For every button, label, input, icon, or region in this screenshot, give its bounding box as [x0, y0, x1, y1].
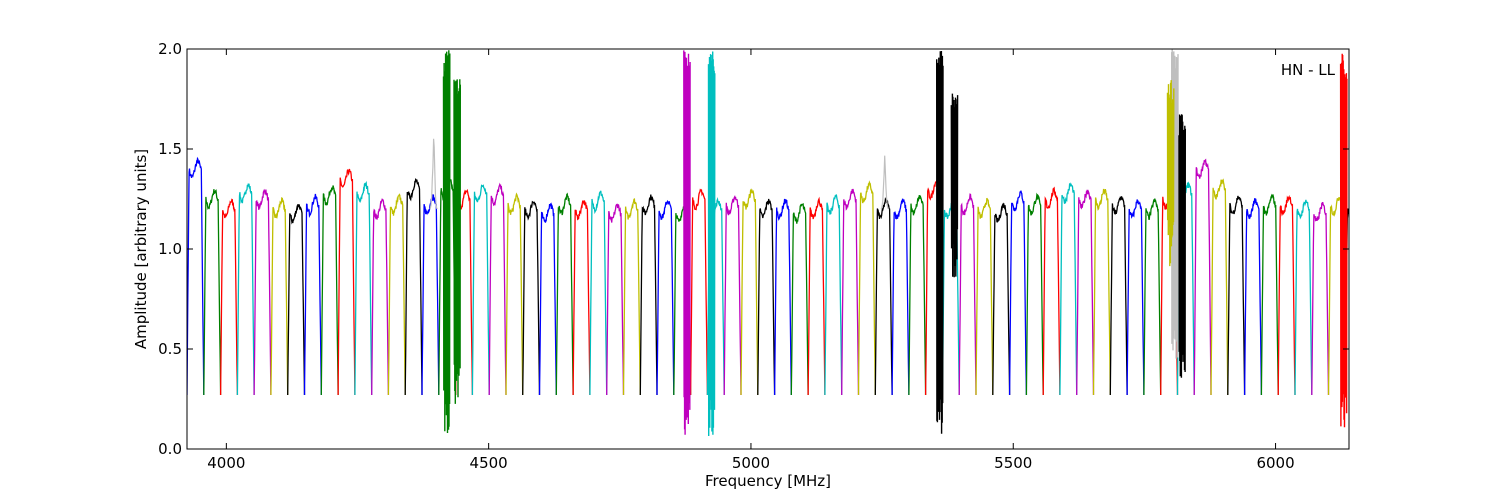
channel-trace: [1362, 199, 1379, 395]
channel-trace: [1059, 182, 1078, 396]
channel-trace: [824, 194, 843, 396]
channel-trace: [992, 202, 1011, 396]
channel-trace: [958, 193, 977, 396]
channel-trace: [203, 189, 222, 396]
channel-trace: [1143, 198, 1162, 396]
channel-trace: [1260, 193, 1279, 396]
channel-trace: [1311, 201, 1330, 396]
x-axis-label: Frequency [MHz]: [705, 472, 831, 490]
channel-trace: [1227, 195, 1246, 396]
rfi-spike: [1170, 49, 1179, 359]
x-tick-label: 4500: [470, 454, 508, 472]
chart-annotation: HN - LL: [1281, 61, 1336, 79]
rfi-spike: [707, 51, 716, 437]
channel-trace: [404, 178, 423, 396]
channel-trace: [891, 198, 910, 396]
channel-trace: [790, 202, 809, 396]
channel-trace: [287, 204, 306, 396]
channel-trace: [757, 198, 776, 396]
channel-trace: [219, 198, 239, 396]
flagged-trace: [880, 155, 889, 210]
channel-trace: [337, 168, 356, 396]
channel-trace: [253, 188, 272, 396]
y-tick-label: 1.5: [158, 140, 182, 158]
channel-trace: [975, 197, 994, 396]
channel-trace: [1008, 190, 1028, 396]
rfi-spike: [1166, 80, 1175, 267]
channel-trace: [187, 156, 205, 396]
channel-trace: [538, 202, 557, 396]
channel-trace: [1344, 208, 1349, 396]
channel-trace: [421, 194, 440, 396]
channel-trace: [303, 193, 322, 396]
x-tick-label: 4000: [207, 454, 245, 472]
channel-trace: [606, 203, 625, 396]
rfi-spike: [1339, 53, 1348, 428]
channel-trace: [773, 198, 792, 396]
channel-trace: [908, 194, 927, 396]
channel-trace: [1076, 189, 1095, 396]
channel-trace: [471, 184, 490, 396]
channel-trace: [387, 193, 406, 396]
channel-trace: [857, 180, 876, 396]
rfi-spike: [442, 50, 451, 434]
rfi-spike: [453, 79, 461, 404]
flagged-trace: [429, 138, 438, 210]
channel-trace: [1042, 186, 1061, 396]
channel-trace: [1092, 188, 1111, 396]
channel-trace: [1025, 192, 1044, 396]
channel-trace: [874, 196, 893, 396]
channel-trace: [622, 198, 641, 396]
channel-trace: [1193, 158, 1212, 396]
channel-trace: [1277, 194, 1296, 396]
channel-trace: [1294, 199, 1313, 396]
y-tick-label: 0.5: [158, 340, 182, 358]
channel-trace: [488, 182, 507, 396]
channel-trace: [505, 192, 524, 396]
y-axis-label: Amplitude [arbitrary units]: [132, 149, 150, 349]
rfi-spike: [683, 50, 691, 435]
channel-trace: [354, 180, 373, 396]
channel-trace: [236, 183, 255, 396]
channel-trace: [270, 197, 289, 396]
channel-trace: [371, 198, 390, 396]
channel-trace: [1109, 196, 1128, 396]
x-tick-label: 5500: [994, 454, 1032, 472]
channel-trace: [639, 194, 658, 396]
channel-trace: [740, 188, 759, 396]
y-tick-label: 2.0: [158, 40, 182, 58]
channel-trace: [1243, 198, 1263, 396]
channel-trace: [320, 185, 339, 396]
rfi-spike: [950, 93, 959, 278]
series-layer: [187, 49, 1396, 437]
channel-trace: [723, 194, 742, 396]
channel-trace: [656, 199, 675, 396]
y-tick-label: 1.0: [158, 240, 182, 258]
channel-trace: [807, 196, 826, 396]
x-tick-label: 6000: [1256, 454, 1294, 472]
y-tick-label: 0.0: [158, 440, 182, 458]
channel-trace: [689, 188, 709, 396]
channel-trace: [555, 192, 574, 396]
channel-trace: [572, 200, 591, 396]
channel-trace: [1126, 199, 1145, 396]
channel-trace: [589, 190, 608, 396]
channel-trace: [841, 188, 860, 396]
x-tick-label: 5000: [732, 454, 770, 472]
channel-trace: [1210, 178, 1229, 396]
rfi-spike: [1178, 114, 1187, 378]
channel-trace: [1379, 189, 1396, 395]
channel-trace: [522, 200, 541, 396]
rfi-spike: [936, 50, 944, 434]
axis-ticks: 4000 4500 5000 5500 6000 0.0 0.5 1.0 1.5 2.0: [158, 40, 1349, 472]
